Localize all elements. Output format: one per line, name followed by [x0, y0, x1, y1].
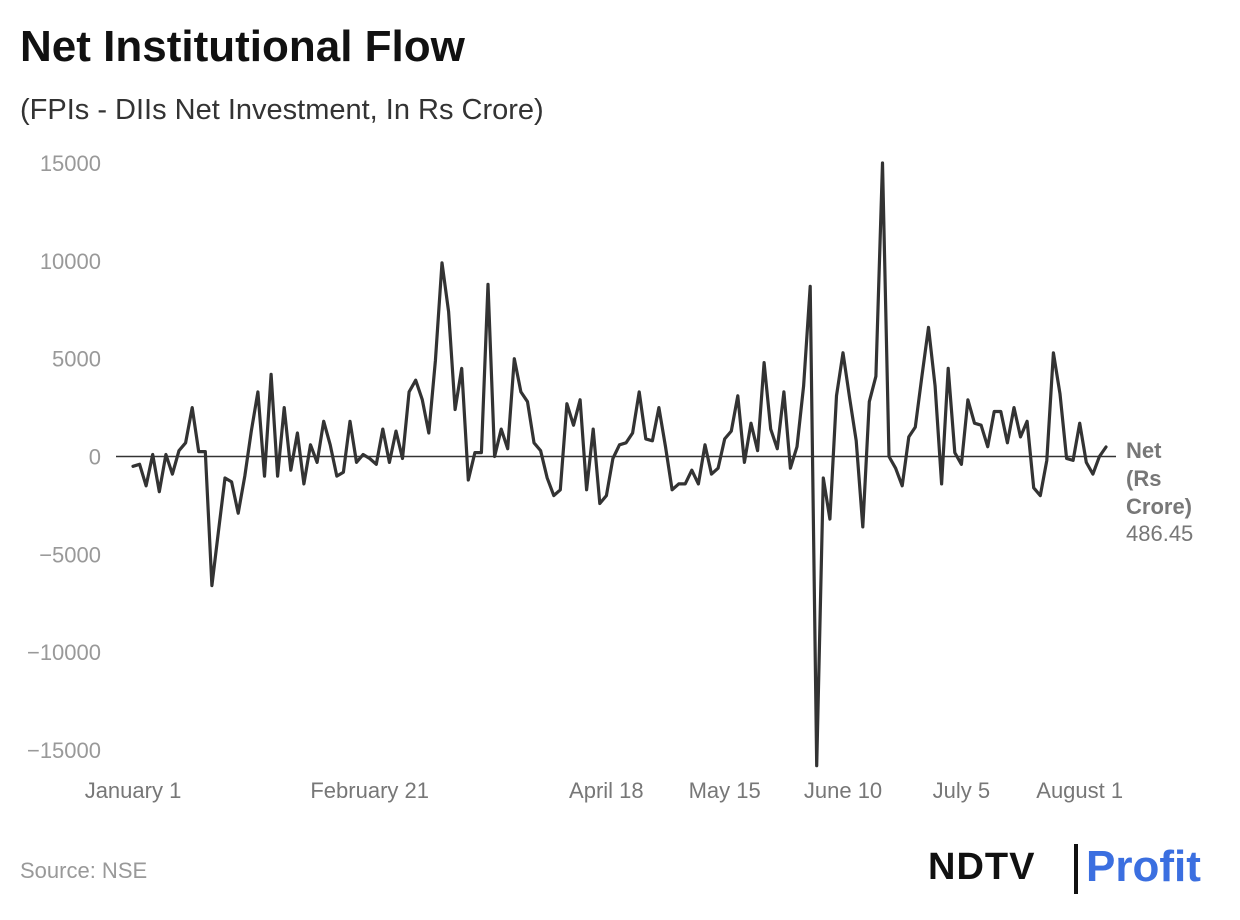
logo-profit: Profit: [1086, 842, 1201, 891]
series-name-label: Net (Rs Crore): [1126, 438, 1192, 519]
y-tick-label: −15000: [27, 738, 101, 763]
chart-subtitle: (FPIs - DIIs Net Investment, In Rs Crore…: [20, 94, 544, 126]
x-tick-label: May 15: [689, 778, 761, 803]
x-tick-label: April 18: [569, 778, 644, 803]
y-tick-label: −5000: [39, 542, 101, 567]
y-tick-label: 10000: [40, 249, 101, 274]
x-tick-label: January 1: [85, 778, 182, 803]
series-end-value-label: 486.45: [1126, 521, 1193, 546]
x-tick-label: August 1: [1036, 778, 1123, 803]
x-tick-label: February 21: [310, 778, 429, 803]
x-axis-ticks: January 1 February 21 April 18 May 15 June 1…: [85, 778, 1123, 803]
logo-divider: [1074, 844, 1078, 894]
source-note: Source: NSE: [20, 858, 148, 883]
y-tick-label: 15000: [40, 151, 101, 176]
ndtv-profit-logo: NDTV Profit: [928, 842, 1228, 896]
y-tick-label: 0: [89, 445, 101, 470]
line-chart: 15000 10000 5000 0 −5000 −10000 −15000 January…: [27, 151, 1193, 803]
y-tick-label: −10000: [27, 640, 101, 665]
y-tick-label: 5000: [52, 347, 101, 372]
x-tick-label: July 5: [933, 778, 990, 803]
series-line-net: [131, 161, 1108, 768]
logo-ndtv: NDTV: [928, 846, 1036, 888]
chart-title: Net Institutional Flow: [20, 22, 465, 71]
x-tick-label: June 10: [804, 778, 882, 803]
series-end-label: Net (Rs Crore)486.45: [1126, 438, 1193, 546]
y-axis-ticks: 15000 10000 5000 0 −5000 −10000 −15000: [27, 151, 101, 763]
